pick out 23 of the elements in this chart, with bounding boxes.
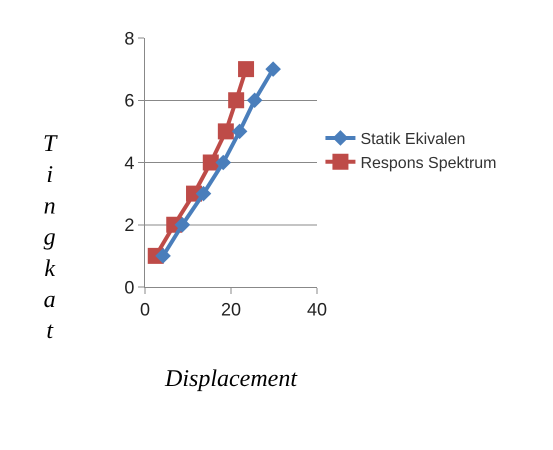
point <box>215 154 232 170</box>
y-tick-label: 0 <box>124 277 134 298</box>
point <box>228 92 244 108</box>
y-tick-label: 4 <box>124 152 134 173</box>
point <box>174 216 190 233</box>
point <box>196 186 212 202</box>
point <box>238 61 254 78</box>
point <box>246 92 262 108</box>
y-tick-label: 2 <box>124 215 134 236</box>
point <box>232 124 248 140</box>
y-tick-label: 8 <box>124 28 134 48</box>
point <box>202 154 219 170</box>
x-tick-label: 0 <box>140 300 150 320</box>
legend-label: Statik Ekivalen <box>360 131 466 148</box>
point <box>155 248 171 264</box>
x-axis-title: Displacement <box>164 366 298 392</box>
legend-label: Respons Spektrum <box>360 154 497 172</box>
x-tick-label: 40 <box>306 300 328 320</box>
x-tick-label: 20 <box>220 300 242 320</box>
y-axis-title: Tingkat <box>43 131 58 344</box>
y-tick-label: 6 <box>124 90 134 111</box>
point <box>218 123 234 140</box>
point <box>265 61 281 77</box>
